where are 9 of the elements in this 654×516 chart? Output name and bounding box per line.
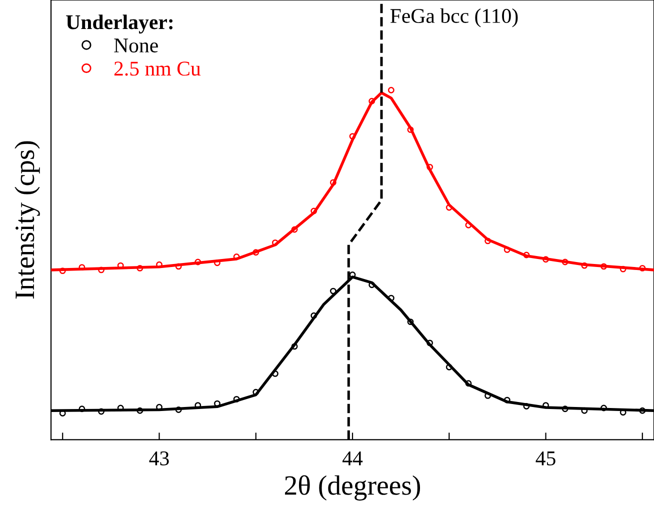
- legend-label: None: [114, 38, 158, 52]
- x-tick-label: 43: [149, 451, 169, 466]
- annotation: FeGa bcc (110): [390, 8, 518, 28]
- x-tick-label: 44: [342, 451, 363, 466]
- x-tick-label: 45: [536, 451, 556, 466]
- legend-title: Underlayer:: [66, 14, 172, 34]
- legend-label: 2.5 nm Cu: [114, 62, 201, 76]
- x-axis-title: 2θ (degrees): [284, 475, 420, 501]
- y-axis-title: Intensity (cps): [14, 141, 40, 299]
